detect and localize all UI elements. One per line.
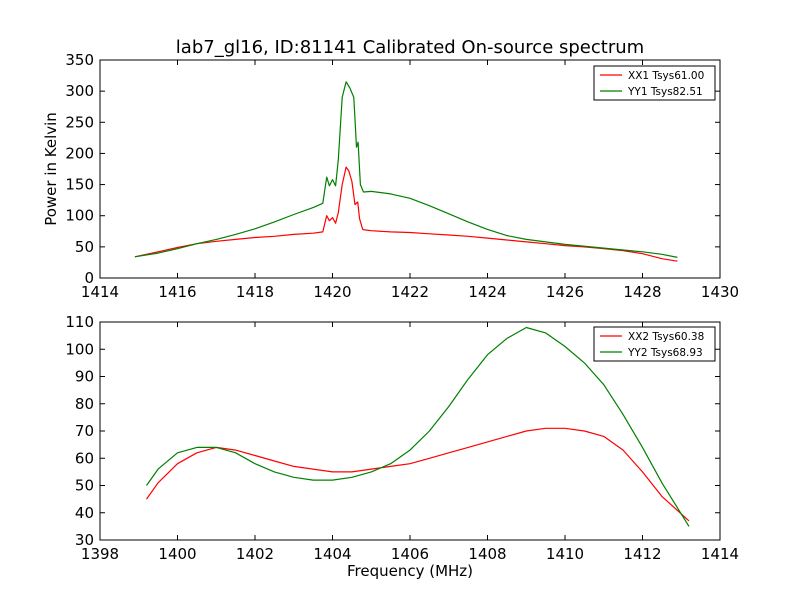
top-legend-label-yy1: YY1 Tsys82.51 xyxy=(627,86,703,98)
bottom-x-tick-label: 1412 xyxy=(623,545,661,563)
top-x-tick-label: 1420 xyxy=(313,283,351,301)
bottom-plot-ticks: 1398 1400 1402 1404 1406 1408 1410 1412 1414 30 40… xyxy=(65,313,739,563)
bottom-x-axis-label: Frequency (MHz) xyxy=(347,562,473,580)
bottom-y-tick-label: 60 xyxy=(75,449,94,467)
bottom-plot: 1398 1400 1402 1404 1406 1408 1410 1412 1414 30 40… xyxy=(65,313,739,580)
bottom-x-tick-label: 1406 xyxy=(391,545,429,563)
top-y-tick-label: 350 xyxy=(65,51,94,69)
top-plot-ticks: 1414 1416 1418 1420 1422 1424 1426 1428 1430 0 50 1… xyxy=(65,51,739,301)
bottom-x-tick-label: 1398 xyxy=(81,545,119,563)
top-legend-label-xx1: XX1 Tsys61.00 xyxy=(628,70,704,82)
bottom-y-tick-label: 100 xyxy=(65,340,94,358)
top-x-tick-label: 1428 xyxy=(623,283,661,301)
top-x-tick-label: 1430 xyxy=(701,283,739,301)
bottom-plot-series xyxy=(146,326,690,527)
top-series-line-1 xyxy=(134,166,678,262)
top-x-tick-label: 1416 xyxy=(158,283,196,301)
bottom-x-tick-label: 1414 xyxy=(701,545,739,563)
top-y-tick-label: 250 xyxy=(65,113,94,131)
top-x-tick-label: 1414 xyxy=(81,283,119,301)
bottom-x-tick-label: 1402 xyxy=(236,545,274,563)
top-x-tick-label: 1418 xyxy=(236,283,274,301)
bottom-series-line-1 xyxy=(146,427,690,522)
top-legend: XX1 Tsys61.00 YY1 Tsys82.51 xyxy=(593,65,716,101)
bottom-x-tick-label: 1408 xyxy=(468,545,506,563)
top-series-line-2 xyxy=(134,81,678,258)
bottom-y-tick-label: 90 xyxy=(75,368,94,386)
bottom-y-tick-label: 110 xyxy=(65,313,94,331)
top-x-tick-label: 1424 xyxy=(468,283,506,301)
top-y-tick-label: 200 xyxy=(65,144,94,162)
top-y-tick-label: 300 xyxy=(65,82,94,100)
top-plot: 1414 1416 1418 1420 1422 1424 1426 1428 1430 0 50 1… xyxy=(42,51,739,301)
bottom-x-tick-label: 1400 xyxy=(158,545,196,563)
bottom-legend-label-xx2: XX2 Tsys60.38 xyxy=(628,331,704,343)
top-y-axis-label: Power in Kelvin xyxy=(42,112,60,226)
top-y-tick-label: 50 xyxy=(75,238,94,256)
chart-title: lab7_gl16, ID:81141 Calibrated On-source… xyxy=(176,37,644,58)
top-x-tick-label: 1426 xyxy=(546,283,584,301)
bottom-y-tick-label: 40 xyxy=(75,504,94,522)
bottom-y-tick-label: 30 xyxy=(75,531,94,549)
bottom-legend: XX2 Tsys60.38 YY2 Tsys68.93 xyxy=(593,326,716,362)
top-plot-series xyxy=(134,81,678,262)
bottom-x-tick-label: 1404 xyxy=(313,545,351,563)
bottom-legend-label-yy2: YY2 Tsys68.93 xyxy=(627,347,703,359)
bottom-x-tick-label: 1410 xyxy=(546,545,584,563)
bottom-y-tick-label: 70 xyxy=(75,422,94,440)
top-y-tick-label: 100 xyxy=(65,207,94,225)
top-y-tick-label: 0 xyxy=(84,269,94,287)
top-legend-box xyxy=(593,65,716,101)
bottom-y-tick-label: 80 xyxy=(75,395,94,413)
top-y-tick-label: 150 xyxy=(65,176,94,194)
bottom-y-tick-label: 50 xyxy=(75,477,94,495)
top-x-tick-label: 1422 xyxy=(391,283,429,301)
bottom-series-line-2 xyxy=(146,326,690,527)
bottom-legend-box xyxy=(593,326,716,362)
